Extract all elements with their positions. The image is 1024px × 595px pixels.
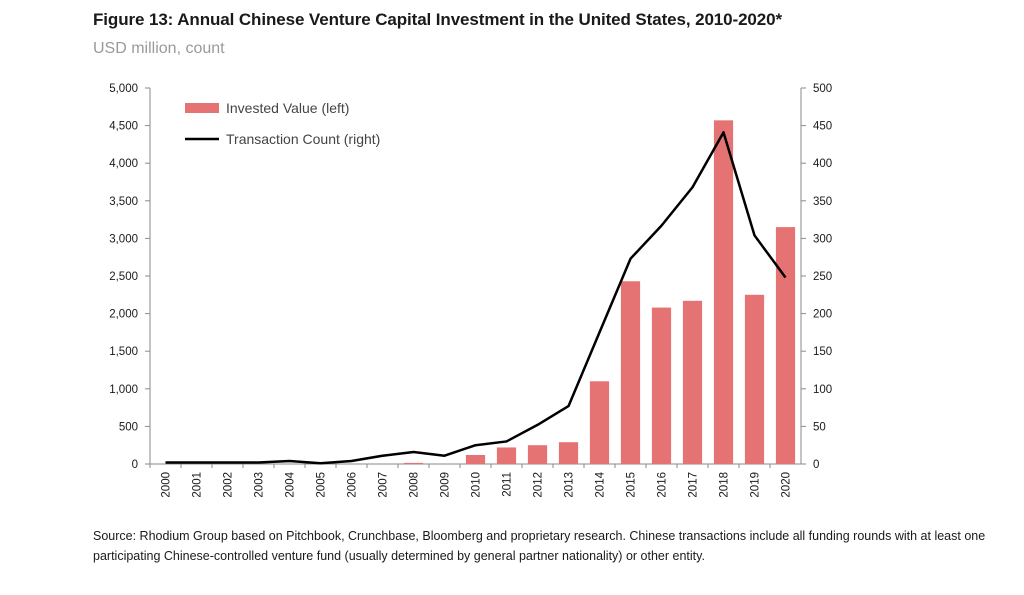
x-tick-label: 2015 [626, 472, 638, 498]
x-tick-label: 2009 [440, 472, 452, 498]
y-tick-label-right: 400 [813, 158, 832, 170]
y-tick-label-right: 0 [813, 459, 819, 471]
line-series [165, 131, 787, 465]
x-tick-label: 2005 [316, 472, 328, 498]
x-tick-label: 2006 [347, 472, 359, 498]
bar [620, 281, 641, 464]
bar [775, 227, 796, 464]
x-tick-label: 2018 [719, 472, 731, 498]
chart-subtitle: USD million, count [93, 40, 225, 57]
y-tick-label-left: 2,500 [109, 271, 138, 283]
x-tick-label: 2019 [750, 472, 762, 498]
chart-title: Figure 13: Annual Chinese Venture Capita… [93, 10, 783, 29]
chart-svg: 05001,0001,5002,0002,5003,0003,5004,0004… [109, 83, 832, 498]
x-tick-label: 2001 [192, 472, 204, 498]
legend-label-transaction-count: Transaction Count (right) [226, 131, 380, 147]
axes: 05001,0001,5002,0002,5003,0003,5004,0004… [109, 83, 832, 498]
y-tick-label-right: 350 [813, 196, 832, 208]
bar [682, 300, 703, 464]
bar [558, 442, 579, 464]
legend-swatch-bar [185, 103, 219, 113]
x-tick-label: 2017 [688, 472, 700, 498]
y-tick-label-left: 3,000 [109, 233, 138, 245]
y-tick-label-left: 500 [119, 421, 138, 433]
x-tick-label: 2010 [471, 472, 483, 498]
y-tick-label-right: 150 [813, 346, 832, 358]
y-tick-label-right: 500 [813, 83, 832, 95]
x-tick-label: 2000 [161, 472, 173, 498]
y-tick-label-right: 300 [813, 233, 832, 245]
bar [589, 381, 610, 464]
x-tick-label: 2008 [409, 472, 421, 498]
bar-series [403, 120, 796, 464]
x-tick-label: 2004 [285, 471, 297, 497]
bar [465, 454, 486, 464]
y-tick-label-left: 0 [132, 459, 138, 471]
source-note: Source: Rhodium Group based on Pitchbook… [93, 529, 986, 563]
x-tick-label: 2014 [595, 471, 607, 497]
y-tick-label-left: 4,500 [109, 121, 138, 133]
y-tick-label-left: 5,000 [109, 83, 138, 95]
y-tick-label-right: 200 [813, 309, 832, 321]
x-tick-label: 2003 [254, 472, 266, 498]
y-tick-label-right: 100 [813, 384, 832, 396]
x-tick-label: 2013 [564, 472, 576, 498]
y-tick-label-left: 1,500 [109, 346, 138, 358]
y-tick-label-left: 2,000 [109, 309, 138, 321]
x-tick-label: 2012 [533, 472, 545, 498]
x-tick-label: 2011 [502, 472, 514, 497]
legend: Invested Value (left) Transaction Count … [185, 100, 380, 147]
transaction-count-line [165, 131, 787, 465]
y-tick-label-left: 4,000 [109, 158, 138, 170]
y-tick-label-left: 3,500 [109, 196, 138, 208]
y-tick-label-left: 1,000 [109, 384, 138, 396]
x-tick-label: 2002 [223, 472, 235, 498]
bar [496, 447, 517, 464]
x-tick-label: 2020 [781, 472, 793, 498]
y-tick-label-right: 450 [813, 121, 832, 133]
bar [651, 307, 672, 464]
legend-label-invested-value: Invested Value (left) [226, 100, 349, 116]
x-tick-label: 2007 [378, 472, 390, 498]
bar [713, 120, 734, 464]
bar [403, 462, 424, 464]
x-tick-label: 2016 [657, 472, 669, 498]
bar [527, 445, 548, 464]
bar [744, 294, 765, 464]
y-tick-label-right: 250 [813, 271, 832, 283]
y-tick-label-right: 50 [813, 421, 826, 433]
